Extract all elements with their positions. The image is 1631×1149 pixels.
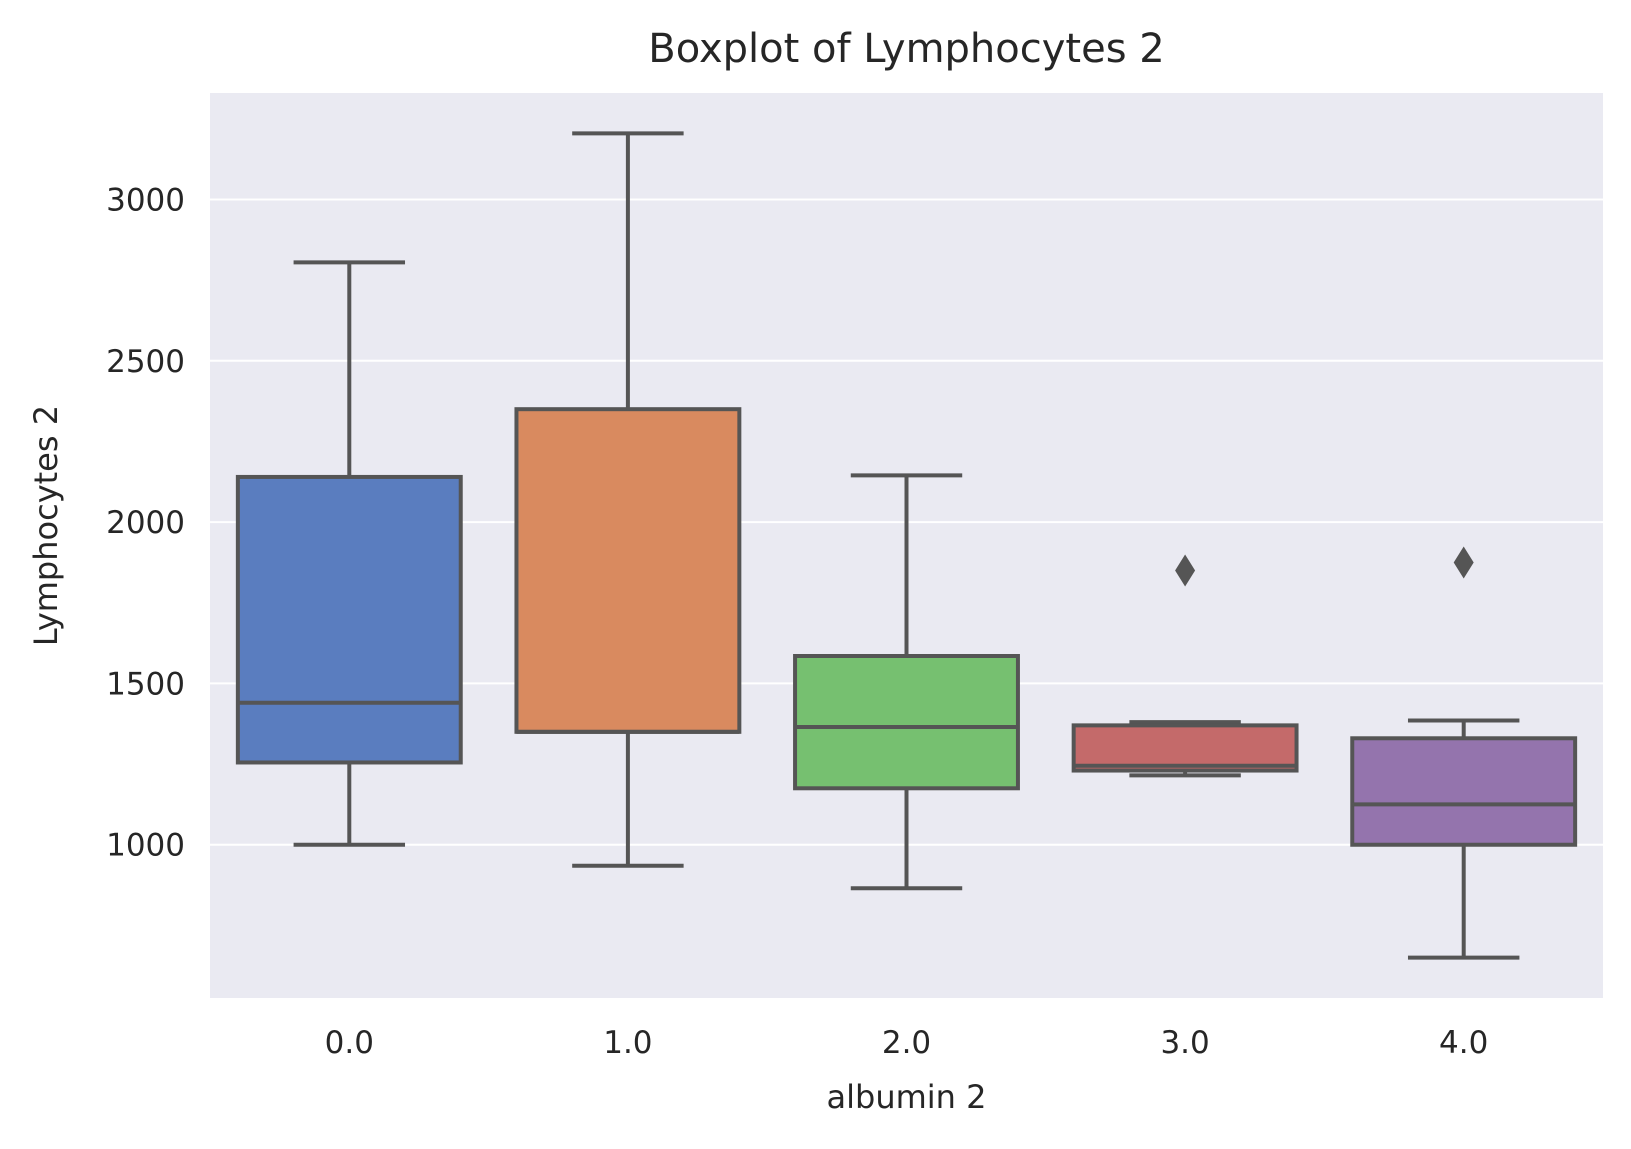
x-tick-label: 0.0	[325, 1025, 374, 1061]
box-4.0	[1350, 546, 1578, 960]
iqr-box	[1350, 736, 1578, 847]
iqr-box	[793, 654, 1020, 791]
x-tick-label: 1.0	[603, 1025, 652, 1061]
iqr-box	[235, 474, 463, 765]
x-tick-label: 4.0	[1439, 1025, 1488, 1061]
y-axis-ticks: 1000 1500 2000 2500 3000	[106, 182, 185, 863]
y-tick-label: 1000	[106, 828, 185, 864]
outlier-point	[1175, 554, 1196, 587]
y-axis-label: Lymphocytes 2	[27, 405, 65, 646]
box-1.0	[514, 131, 742, 868]
x-axis-label: albumin 2	[827, 1078, 987, 1116]
x-tick-label: 2.0	[882, 1025, 931, 1061]
box-series	[235, 131, 1578, 960]
y-tick-label: 3000	[106, 182, 185, 218]
y-tick-label: 1500	[106, 666, 185, 702]
outlier-point	[1453, 546, 1474, 579]
x-axis-ticks: 0.0 1.0 2.0 3.0 4.0	[325, 1025, 1489, 1061]
iqr-box	[514, 407, 742, 734]
x-tick-label: 3.0	[1160, 1025, 1209, 1061]
y-tick-label: 2000	[106, 505, 185, 541]
iqr-box	[1071, 723, 1299, 773]
y-tick-label: 2500	[106, 344, 185, 380]
box-2.0	[793, 473, 1020, 891]
box-3.0	[1071, 554, 1299, 778]
box-0.0	[235, 260, 463, 847]
chart-title: Boxplot of Lymphocytes 2	[648, 26, 1164, 72]
